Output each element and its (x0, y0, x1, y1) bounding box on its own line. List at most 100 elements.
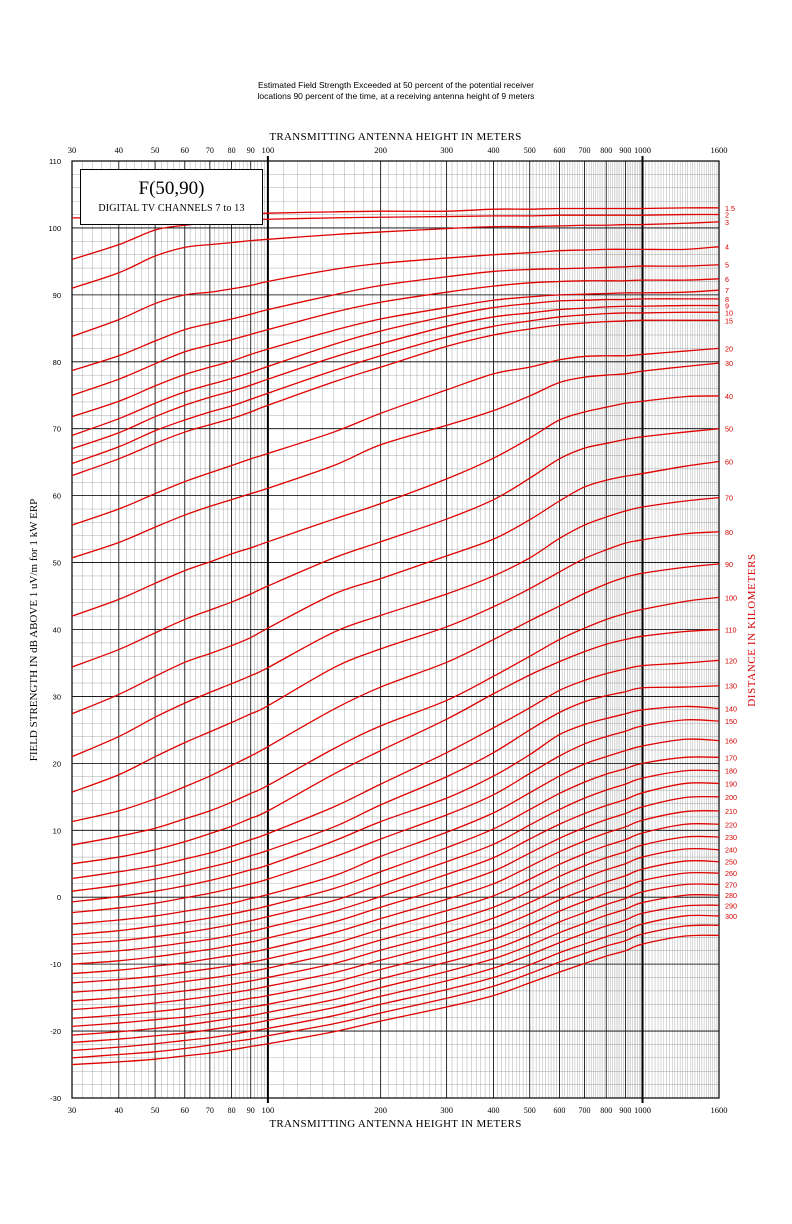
x-tick-label-top: 30 (68, 145, 77, 155)
distance-label: 5 (725, 261, 729, 270)
distance-label: 190 (725, 779, 737, 788)
distance-label: 180 (725, 767, 737, 776)
distance-curve (71, 531, 720, 793)
x-tick-label-bottom: 70 (206, 1106, 214, 1115)
x-tick-label-top: 80 (228, 146, 236, 155)
x-tick-label-bottom: 200 (374, 1105, 387, 1115)
distance-label: 7 (725, 286, 729, 295)
secondary-axis-title: DISTANCE IN KILOMETERS (746, 553, 758, 707)
distance-label: 170 (725, 753, 737, 762)
distance-label: 220 (725, 820, 737, 829)
x-tick-label-top: 900 (619, 146, 631, 155)
y-tick-label: 0 (57, 893, 61, 902)
x-tick-label-top: 60 (181, 145, 190, 155)
y-tick-label: 30 (53, 692, 61, 701)
caption-line-2: locations 90 percent of the time, at a r… (257, 91, 535, 101)
x-tick-label-bottom: 300 (440, 1105, 453, 1115)
distance-label: 230 (725, 833, 737, 842)
distance-curve (71, 705, 720, 903)
distance-label: 130 (725, 682, 737, 691)
distance-curve (71, 795, 720, 965)
distance-curve (71, 289, 720, 418)
distance-label: 110 (725, 626, 736, 635)
distance-label: 280 (725, 891, 737, 900)
distance-curve (71, 769, 720, 945)
distance-curve (71, 319, 719, 477)
distance-label: 20 (725, 344, 733, 353)
distance-label: 140 (725, 704, 737, 713)
distance-curve (71, 756, 720, 936)
y-tick-label: 110 (49, 157, 61, 166)
x-tick-label-top: 50 (151, 145, 160, 155)
x-tick-label-top: 500 (524, 146, 536, 155)
distance-curve (71, 871, 720, 1020)
distance-curve (71, 298, 719, 437)
chart-title: F(50,90) (138, 178, 205, 199)
x-tick-label-bottom: 700 (579, 1106, 591, 1115)
y-tick-label: 100 (48, 224, 61, 233)
distance-label: 80 (725, 528, 733, 537)
x-tick-label-bottom: 500 (524, 1106, 536, 1115)
distance-label: 250 (725, 858, 737, 867)
distance-curve (71, 304, 720, 450)
chart-subtitle: DIGITAL TV CHANNELS 7 to 13 (98, 203, 245, 214)
x-tick-label-bottom: 100 (262, 1105, 275, 1115)
chart-title-box: F(50,90) DIGITAL TV CHANNELS 7 to 13 (80, 169, 263, 225)
distance-label: 260 (725, 869, 737, 878)
x-tick-label-top: 90 (247, 146, 255, 155)
x-tick-label-top: 100 (262, 145, 275, 155)
distance-label: 40 (725, 392, 733, 401)
distance-curve (71, 782, 720, 955)
distance-label: 210 (725, 807, 737, 816)
distance-label: 290 (725, 901, 737, 910)
distance-curve (71, 362, 720, 559)
x-tick-label-bottom: 90 (247, 1106, 255, 1115)
distance-label: 2 (725, 211, 729, 220)
distance-label: 120 (725, 656, 737, 665)
distance-curve (71, 738, 720, 925)
x-tick-label-top: 1600 (711, 145, 728, 155)
distance-curve (71, 835, 720, 993)
distance-label: 10 (725, 308, 733, 317)
y-tick-label: 70 (53, 425, 61, 434)
distance-label: 30 (725, 359, 733, 368)
distance-label: 150 (725, 717, 737, 726)
distance-curve (71, 628, 720, 865)
distance-label: 3 (725, 218, 729, 227)
distance-curve (71, 395, 720, 617)
y-tick-label: -30 (50, 1094, 61, 1103)
distance-curve (71, 221, 720, 289)
distance-label: 50 (725, 425, 733, 434)
y-tick-label: 40 (53, 626, 61, 635)
distance-curve (71, 311, 720, 465)
y-tick-label: -20 (50, 1027, 61, 1036)
distance-label: 200 (725, 793, 737, 802)
distance-curve (71, 264, 720, 372)
x-axis-title-bottom: TRANSMITTING ANTENNA HEIGHT IN METERS (269, 1118, 522, 1130)
distance-label: 100 (725, 593, 737, 602)
x-tick-label-bottom: 400 (487, 1106, 499, 1115)
x-tick-label-bottom: 1000 (634, 1105, 651, 1115)
distance-curve (71, 659, 720, 880)
x-tick-label-bottom: 600 (553, 1106, 565, 1115)
distance-label: 6 (725, 275, 729, 284)
y-tick-label: 80 (53, 358, 61, 367)
distance-curve (71, 904, 720, 1044)
x-tick-label-top: 600 (553, 146, 565, 155)
x-axis-title-top: TRANSMITTING ANTENNA HEIGHT IN METERS (269, 131, 522, 143)
distance-curve (71, 810, 720, 975)
distance-label: 300 (725, 912, 737, 921)
x-tick-label-top: 40 (115, 145, 124, 155)
distance-label: 60 (725, 458, 733, 467)
distance-label: 4 (725, 243, 729, 252)
x-tick-label-top: 800 (600, 146, 612, 155)
distance-curve (71, 822, 720, 984)
x-tick-label-top: 200 (374, 145, 387, 155)
distance-curve (71, 883, 720, 1028)
tick-labels: 3030404050506060707080809090100100200200… (48, 145, 727, 1115)
distance-curve (71, 894, 720, 1036)
y-tick-label: 90 (53, 291, 61, 300)
distance-label: 90 (725, 560, 733, 569)
